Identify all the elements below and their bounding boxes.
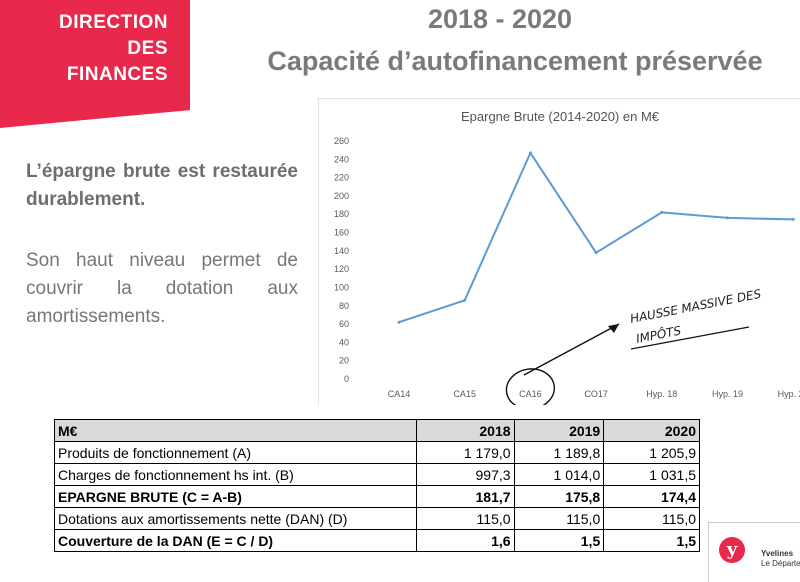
table-row: EPARGNE BRUTE (C = A-B) 181,7 175,8 174,4	[54, 485, 700, 508]
logo-line-2: Le Département	[761, 559, 800, 568]
annotation-arrowhead	[608, 324, 619, 333]
row-value: 115,0	[415, 507, 515, 530]
row-value: 115,0	[513, 507, 605, 530]
y-tick-label: 0	[344, 374, 349, 384]
header-cell-2018: 2018	[415, 419, 515, 442]
statement-epargne: L’épargne brute est restaurée durablemen…	[26, 161, 298, 210]
data-point	[463, 298, 467, 302]
y-tick-label: 60	[339, 319, 349, 329]
row-value: 1 014,0	[513, 463, 605, 486]
table-row: Produits de fonctionnement (A) 1 179,0 1 1…	[54, 441, 700, 464]
badge-line-3: FINANCES	[66, 64, 168, 85]
y-tick-label: 260	[334, 136, 349, 146]
x-tick-label: Hyp. 20	[778, 389, 800, 399]
row-label: Charges de fonctionnement hs int. (B)	[54, 463, 417, 486]
row-value: 1,5	[513, 529, 605, 552]
data-point	[726, 216, 729, 220]
slide-title-years: 2018 - 2020	[427, 4, 573, 34]
y-tick-label: 20	[339, 356, 349, 366]
slide-title: Capacité d’autofinancement préservée	[267, 46, 763, 76]
direction-badge	[0, 0, 190, 128]
data-point	[660, 210, 664, 214]
table-row: Couverture de la DAN (E = C / D) 1,6 1,5 1,…	[54, 529, 700, 552]
x-tick-label: CA15	[453, 389, 476, 399]
annotation-circle	[505, 368, 556, 405]
y-tick-label: 160	[334, 228, 349, 238]
x-tick-label: CA16	[519, 389, 542, 399]
row-label: Produits de fonctionnement (A)	[54, 441, 417, 464]
row-value: 1,6	[415, 529, 515, 552]
row-label: EPARGNE BRUTE (C = A-B)	[54, 485, 417, 508]
epargne-brute-chart: Epargne Brute (2014-2020) en M€ 0 20 40 60 80…	[318, 98, 800, 405]
row-value: 1,5	[603, 529, 700, 552]
row-value: 115,0	[603, 507, 700, 530]
chart-svg: Epargne Brute (2014-2020) en M€ 0 20 40 60 80…	[334, 109, 800, 405]
table-header-row: M€ 2018 2019 2020	[54, 419, 700, 442]
logo-line-1: Yvelines	[761, 549, 794, 558]
badge-line-2: DES	[127, 38, 168, 59]
header-cell-2019: 2019	[513, 419, 605, 442]
data-point	[594, 251, 598, 255]
row-value: 174,4	[603, 485, 700, 508]
x-tick-label: CO17	[584, 389, 608, 399]
row-value: 997,3	[415, 463, 515, 486]
statement-dotation: Son haut niveau permet de couvrir la dot…	[26, 250, 298, 327]
header-cell-unit: M€	[54, 419, 417, 442]
y-tick-label: 200	[334, 191, 349, 201]
direction-badge-text: DIRECTION DES FINANCES	[0, 10, 168, 88]
x-tick-label: Hyp. 19	[712, 389, 743, 399]
annotation-text-line-1: HAUSSE MASSIVE DES	[629, 287, 763, 326]
y-tick-label: 180	[334, 209, 349, 219]
finance-table: M€ 2018 2019 2020 Produits de fonctionne…	[54, 419, 700, 552]
y-tick-label: 220	[334, 173, 349, 183]
logo-mark-icon: y	[719, 537, 745, 563]
data-point	[528, 151, 532, 155]
y-tick-label: 140	[334, 246, 349, 256]
row-value: 1 205,9	[603, 441, 700, 464]
y-tick-label: 80	[339, 301, 349, 311]
row-value: 1 189,8	[513, 441, 605, 464]
y-tick-label: 40	[339, 337, 349, 347]
data-point	[397, 320, 401, 324]
row-label: Dotations aux amortissements nette (DAN)…	[54, 507, 417, 530]
annotation-underline	[630, 326, 750, 350]
row-value: 1 031,5	[603, 463, 700, 486]
x-tick-label: Hyp. 18	[646, 389, 677, 399]
y-tick-label: 100	[334, 282, 349, 292]
badge-line-1: DIRECTION	[59, 12, 168, 33]
annotation-text-line-2: IMPÔTS	[635, 322, 683, 345]
y-tick-label: 120	[334, 264, 349, 274]
chart-title: Epargne Brute (2014-2020) en M€	[461, 109, 660, 124]
data-point	[791, 217, 795, 221]
row-value: 1 179,0	[415, 441, 515, 464]
row-value: 175,8	[513, 485, 605, 508]
header-cell-2020: 2020	[603, 419, 700, 442]
yvelines-logo: y Yvelines Le Département	[708, 522, 800, 582]
row-value: 181,7	[415, 485, 515, 508]
row-label: Couverture de la DAN (E = C / D)	[54, 529, 417, 552]
annotation-arrow-line	[523, 323, 620, 376]
table-row: Charges de fonctionnement hs int. (B) 997…	[54, 463, 700, 486]
y-tick-label: 240	[334, 154, 349, 164]
table-row: Dotations aux amortissements nette (DAN)…	[54, 507, 700, 530]
x-tick-label: CA14	[388, 389, 411, 399]
